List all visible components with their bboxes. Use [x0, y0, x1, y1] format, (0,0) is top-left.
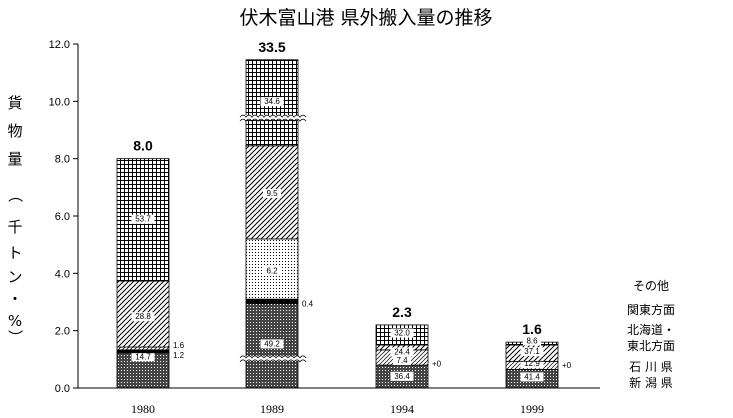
- axis-break-line: [239, 114, 307, 118]
- segment-label: 9.5: [266, 189, 278, 198]
- y-label-char: 千: [7, 218, 22, 236]
- segment-label-bg: [260, 97, 284, 107]
- segment-label-bg: [260, 339, 284, 349]
- segment-label: 36.4: [394, 372, 410, 381]
- bar-total-label: 1.6: [522, 321, 542, 337]
- legend-entry: 東北方面: [627, 338, 675, 353]
- y-label-char: ・: [7, 290, 22, 308]
- bars: 14.728.853.78.01.61.249.26.29.534.633.50…: [116, 39, 572, 389]
- x-axis: 1980 1989 1994 1999: [78, 387, 600, 416]
- segment-label-bg: [263, 266, 281, 276]
- side-label: 1.2: [173, 351, 185, 360]
- segment-label: 6.2: [266, 266, 278, 275]
- y-tick-label: 10.0: [49, 96, 70, 108]
- segment-label: 7.4: [396, 356, 408, 365]
- bar-segment-1980: [116, 346, 170, 351]
- x-tick-label: 1994: [390, 402, 414, 416]
- y-tick-label: 12.0: [49, 39, 70, 51]
- segment-label: 8.6: [526, 337, 538, 346]
- bar-segment-1989: [245, 298, 299, 304]
- y-label-char: 物: [7, 122, 22, 140]
- segment-label-bg: [390, 347, 414, 357]
- segment-label-bg: [520, 372, 544, 382]
- y-tick-label: 2.0: [55, 326, 70, 338]
- y-label-char: 量: [7, 150, 22, 168]
- y-tick-label: 4.0: [55, 268, 70, 280]
- segment-label-bg: [390, 371, 414, 381]
- side-label: 0.4: [302, 299, 314, 308]
- segment-label: 41.4: [524, 372, 540, 381]
- segment-label-bg: [520, 359, 544, 369]
- segment-label: 12.9: [524, 359, 540, 368]
- side-label: +0: [562, 361, 572, 370]
- segment-label: 49.2: [264, 339, 280, 348]
- y-label-char: %: [8, 312, 22, 330]
- chart-title: 伏木富山港 県外搬入量の推移: [239, 7, 492, 29]
- bar-total-label: 8.0: [133, 138, 153, 154]
- legend-entry: その他: [633, 279, 669, 293]
- y-label-char: ト: [7, 244, 22, 262]
- segment-label-bg: [131, 312, 155, 322]
- segment-label-bg: [520, 347, 544, 357]
- segment-label: 28.8: [135, 312, 151, 321]
- y-label-char: 貨: [7, 94, 22, 112]
- segment-label-bg: [390, 328, 414, 338]
- axis-break-line: [239, 359, 307, 363]
- y-tick-label: 8.0: [55, 154, 70, 166]
- axis-break-line: [239, 355, 307, 359]
- segment-label: 24.4: [394, 347, 410, 356]
- y-tick-label: 0.0: [55, 383, 70, 395]
- y-label-char: ）: [6, 329, 24, 344]
- bar-segment-1980: [116, 349, 170, 354]
- legend-entry: 北海道・: [627, 322, 675, 337]
- segment-label: 32.0: [394, 329, 410, 338]
- bar-total-label: 33.5: [258, 39, 285, 55]
- legend-entry: 石 川 県: [629, 360, 673, 374]
- x-tick-label: 1989: [260, 402, 284, 416]
- axis-break-band: [240, 115, 304, 121]
- segment-label-bg: [523, 336, 541, 346]
- bar-total-label: 2.3: [392, 304, 412, 320]
- segment-label: 34.6: [264, 97, 280, 106]
- y-axis-label: 貨物量 （ 千トン・%）: [6, 94, 24, 345]
- axis-break-band: [240, 355, 304, 361]
- axis-break-line: [239, 118, 307, 122]
- segment-label: 53.7: [135, 215, 151, 224]
- x-tick-label: 1980: [131, 402, 155, 416]
- x-tick-label: 1999: [520, 402, 544, 416]
- side-label: 1.6: [173, 341, 185, 350]
- segment-label: 37.1: [524, 347, 540, 356]
- segment-label: 14.7: [135, 352, 151, 361]
- segment-label-bg: [131, 352, 155, 362]
- y-axis: 0.0 2.0 4.0 6.0 8.0 10.0 12.0: [49, 39, 79, 395]
- legend-entry: 新 潟 県: [629, 375, 673, 390]
- segment-label-bg: [131, 214, 155, 224]
- y-tick-label: 6.0: [55, 211, 70, 223]
- y-label-char: （: [6, 187, 24, 202]
- legend-entry: 関東方面: [627, 302, 675, 317]
- segment-label-bg: [263, 188, 281, 198]
- y-label-char: ン: [7, 268, 22, 286]
- side-label: +0: [432, 360, 442, 369]
- segment-label-bg: [393, 356, 411, 366]
